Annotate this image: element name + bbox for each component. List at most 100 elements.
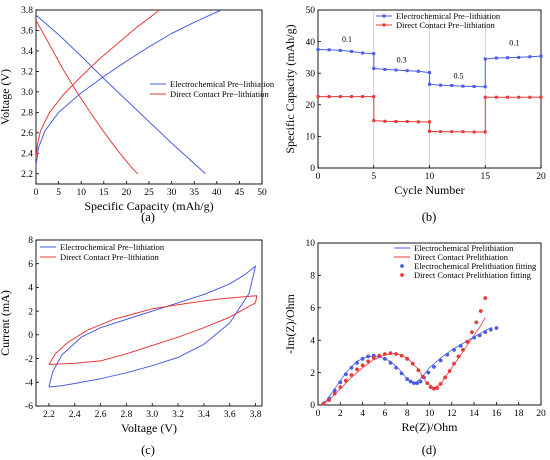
y-tick-label: -2 xyxy=(25,355,33,365)
x-tick-label: 8 xyxy=(405,409,410,419)
series-point xyxy=(338,380,343,385)
series-point xyxy=(360,356,365,361)
y-tick-label: 4 xyxy=(310,336,315,346)
series-point xyxy=(394,365,398,370)
x-tick-label: 0 xyxy=(316,172,321,182)
series-point xyxy=(418,379,423,384)
series-point xyxy=(450,130,454,134)
series-point xyxy=(483,85,487,89)
y-tick-label: -4 xyxy=(25,378,33,388)
series-point xyxy=(478,309,483,313)
x-tick-label: 10 xyxy=(425,409,435,419)
series-point xyxy=(388,351,393,356)
panel-label-b: (b) xyxy=(422,210,437,224)
y-tick-label: 6 xyxy=(310,304,315,314)
panel-label-a: (a) xyxy=(141,210,155,224)
series-point xyxy=(399,353,404,358)
y-tick-label: 4 xyxy=(28,284,33,294)
y-tick-label: 2.2 xyxy=(21,170,33,180)
series-point xyxy=(483,296,488,300)
plot-frame xyxy=(35,239,263,407)
series-point xyxy=(432,365,436,369)
series-point xyxy=(332,388,337,393)
series-point xyxy=(438,382,443,386)
x-axis-title: Voltage (V) xyxy=(121,421,177,435)
x-tick-label: 0 xyxy=(34,188,39,198)
series-point xyxy=(428,129,431,133)
series-point xyxy=(405,120,409,124)
series-point xyxy=(461,84,465,88)
series-line xyxy=(48,265,256,388)
x-tick-label: 2 xyxy=(338,409,343,419)
series-point xyxy=(327,398,332,403)
series-point xyxy=(428,120,431,124)
y-tick-label: 3.2 xyxy=(21,68,33,78)
series-point xyxy=(383,356,387,361)
series-point xyxy=(539,54,543,58)
series-point xyxy=(416,69,420,73)
x-tick-label: 45 xyxy=(235,188,245,198)
y-tick-label: -6 xyxy=(25,402,33,412)
x-tick-label: 35 xyxy=(189,188,199,198)
x-tick-label: 50 xyxy=(257,188,267,198)
series-line xyxy=(35,19,139,175)
x-tick-label: 16 xyxy=(492,409,502,419)
y-tick-label: 20 xyxy=(306,101,316,111)
series-point xyxy=(439,130,443,134)
x-tick-label: 18 xyxy=(514,409,524,419)
panel-label-d: (d) xyxy=(422,443,437,457)
y-tick-label: 2.4 xyxy=(21,149,33,159)
y-axis-title: Current (mA) xyxy=(0,290,12,356)
series-point xyxy=(483,95,487,99)
series-point xyxy=(416,368,421,373)
x-tick-label: 15 xyxy=(481,172,491,182)
legend-entry: Direct Contact Prelithiation fitting xyxy=(414,270,532,280)
series-point xyxy=(494,56,498,60)
series-point xyxy=(435,386,440,390)
x-tick-label: 12 xyxy=(447,409,457,419)
legend-entry: Electrochemical Pre−lithiation xyxy=(60,242,165,252)
series-point xyxy=(408,379,413,384)
series-point xyxy=(458,343,463,348)
x-tick-label: 10 xyxy=(425,172,435,182)
x-tick-label: 20 xyxy=(536,409,546,419)
legend-entry: Electrochemical Prelithiation xyxy=(414,243,514,253)
x-tick-label: 2.8 xyxy=(120,410,132,420)
y-tick-label: 10 xyxy=(306,239,316,249)
series-point xyxy=(477,333,482,338)
x-tick-label: 5 xyxy=(56,188,61,198)
series-point xyxy=(355,367,359,372)
series-point xyxy=(327,48,331,52)
series-point xyxy=(355,360,359,365)
legend-entry: Electrochemical Pre−lithiation xyxy=(396,11,501,21)
legend-entry: Direct Contact Prelithiation xyxy=(414,252,509,262)
x-tick-label: 15 xyxy=(99,188,109,198)
series-point xyxy=(349,95,353,99)
series-point xyxy=(338,385,343,390)
x-tick-label: 20 xyxy=(536,172,546,182)
y-axis-title: -Im(Z)/Ohm xyxy=(283,293,297,354)
series-point xyxy=(372,66,376,70)
series-point xyxy=(483,130,487,134)
x-tick-label: 2.6 xyxy=(95,410,107,420)
y-tick-label: 2 xyxy=(28,307,33,317)
x-axis-title: Cycle Number xyxy=(394,183,464,197)
series-point xyxy=(405,69,409,73)
series-point xyxy=(371,356,376,360)
series-line xyxy=(35,9,160,159)
series-point xyxy=(465,339,470,344)
series-point xyxy=(432,386,436,391)
series-point xyxy=(316,95,320,99)
series-point xyxy=(327,95,331,99)
x-tick-label: 6 xyxy=(383,409,388,419)
series-point xyxy=(506,56,510,60)
series-point xyxy=(388,360,393,365)
panel-c-cyclic-voltammetry: 2.2 2.4 2.6 2.8 3.0 3.2 3.4 3.6 3.8 -6 -4 -2 0 2 4 6 8 Vo… xyxy=(0,236,263,435)
series-point xyxy=(416,120,420,124)
y-tick-label: 8 xyxy=(28,236,33,246)
panel-label-c: (c) xyxy=(141,443,155,457)
legend-entry: Direct Contact Pre−lithiation xyxy=(170,89,269,99)
